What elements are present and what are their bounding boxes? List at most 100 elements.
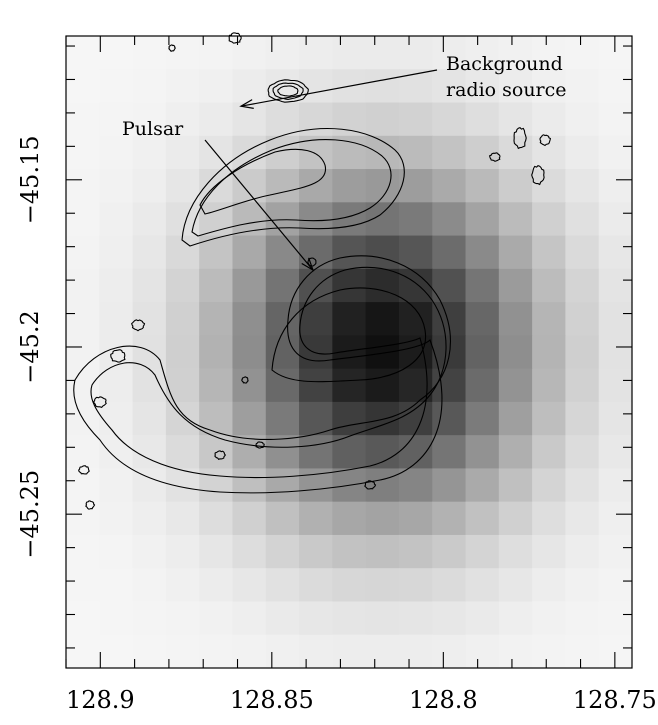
heatmap-cell [66, 435, 100, 470]
heatmap-cell [398, 235, 433, 270]
heatmap-cell [265, 401, 300, 436]
heatmap-cell [265, 468, 300, 503]
heatmap-cell [365, 102, 400, 137]
heatmap-cell [532, 169, 567, 203]
heatmap-cell [365, 568, 400, 603]
contour-fragment [364, 480, 377, 490]
heatmap-cell [199, 601, 234, 636]
heatmap-cell [132, 634, 167, 669]
heatmap-cell [432, 235, 467, 270]
heatmap-cell [332, 268, 367, 303]
plot-frame [65, 35, 633, 669]
heatmap-cell [132, 102, 167, 137]
heatmap-cell [99, 468, 134, 503]
heatmap-cell [565, 501, 600, 536]
heatmap-cell [465, 69, 500, 104]
heatmap-cell [565, 169, 600, 203]
heatmap-cell [332, 169, 367, 203]
heatmap-cell [199, 102, 234, 137]
heatmap-cell [99, 302, 134, 336]
heatmap-cell [132, 169, 167, 203]
heatmap-cell [99, 601, 134, 636]
heatmap-cell [565, 401, 600, 436]
heatmap-cell [265, 634, 300, 669]
heatmap-cell [432, 36, 467, 70]
heatmap-cell [66, 169, 100, 203]
heatmap-cell [132, 202, 167, 237]
heatmap-cell [365, 501, 400, 536]
heatmap-cell [498, 169, 533, 203]
heatmap-cell [299, 534, 333, 569]
heatmap-cell [432, 268, 467, 303]
heatmap-cell [398, 102, 433, 137]
heatmap-cell [332, 534, 367, 569]
heatmap-cell [232, 368, 267, 403]
heatmap-cell [398, 202, 433, 237]
contour-fragment [531, 164, 545, 186]
heatmap-cell [299, 501, 333, 536]
heatmap-cell [465, 435, 500, 470]
heatmap-cell [165, 401, 200, 436]
heatmap-cell [132, 601, 167, 636]
heatmap-cell [565, 634, 600, 669]
heatmap-cell [265, 102, 300, 137]
heatmap-cell [532, 501, 567, 536]
heatmap-cell [498, 335, 533, 370]
heatmap-cell [165, 135, 200, 170]
x-tick-label: 128.8 [409, 686, 478, 714]
annotations: Background radio source Pulsar [122, 53, 567, 272]
heatmap-cell [465, 335, 500, 370]
heatmap-cell [66, 202, 100, 237]
heatmap-cell [165, 169, 200, 203]
heatmap-cell [232, 468, 267, 503]
heatmap-cell [66, 568, 100, 603]
heatmap-cell [199, 401, 234, 436]
annotation-arrow-head [301, 257, 315, 272]
heatmap-cell [565, 534, 600, 569]
background-source-label: radio source [446, 79, 567, 101]
heatmap-cell [99, 268, 134, 303]
heatmap-cell [398, 268, 433, 303]
contour-fragment [92, 396, 107, 409]
heatmap-cell [398, 335, 433, 370]
heatmap-cell [432, 169, 467, 203]
heatmap-cell [398, 601, 433, 636]
heatmap-cell [465, 235, 500, 270]
radio-contours [73, 32, 552, 510]
heatmap-cell [398, 534, 433, 569]
heatmap-cell [532, 401, 567, 436]
heatmap-cell [398, 401, 433, 436]
heatmap-cell [432, 468, 467, 503]
heatmap-cell [465, 368, 500, 403]
heatmap-cell [532, 268, 567, 303]
x-tick-label: 128.85 [230, 686, 314, 714]
heatmap-cell [532, 36, 567, 70]
heatmap-cell [365, 235, 400, 270]
heatmap-cell [532, 135, 567, 170]
contour-fragment [214, 450, 226, 460]
annotation-arrow-line [204, 139, 314, 271]
heatmap-cell [299, 368, 333, 403]
heatmap-cell [132, 69, 167, 104]
heatmap-cell [498, 534, 533, 569]
heatmap-cell [465, 601, 500, 636]
heatmap-cell [132, 468, 167, 503]
heatmap-cell [132, 501, 167, 536]
heatmap-cell [299, 169, 333, 203]
heatmap-cell [432, 102, 467, 137]
heatmap-cell [432, 534, 467, 569]
heatmap-cell [66, 102, 100, 137]
heatmap-cell [66, 534, 100, 569]
heatmap-cell [299, 102, 333, 137]
heatmap-cell [199, 302, 234, 336]
heatmap-cell [299, 36, 333, 70]
heatmap-cell [265, 268, 300, 303]
y-tick-label: −45.25 [16, 470, 44, 559]
heatmap-cell [365, 335, 400, 370]
heatmap-cell [99, 36, 134, 70]
contour-fragment [85, 500, 96, 510]
heatmap-cell [99, 401, 134, 436]
heatmap-cell [465, 501, 500, 536]
x-axis-tick-labels: 128.9 128.85 128.8 128.75 [66, 686, 657, 714]
contour-upper-shell-inner [199, 148, 327, 215]
